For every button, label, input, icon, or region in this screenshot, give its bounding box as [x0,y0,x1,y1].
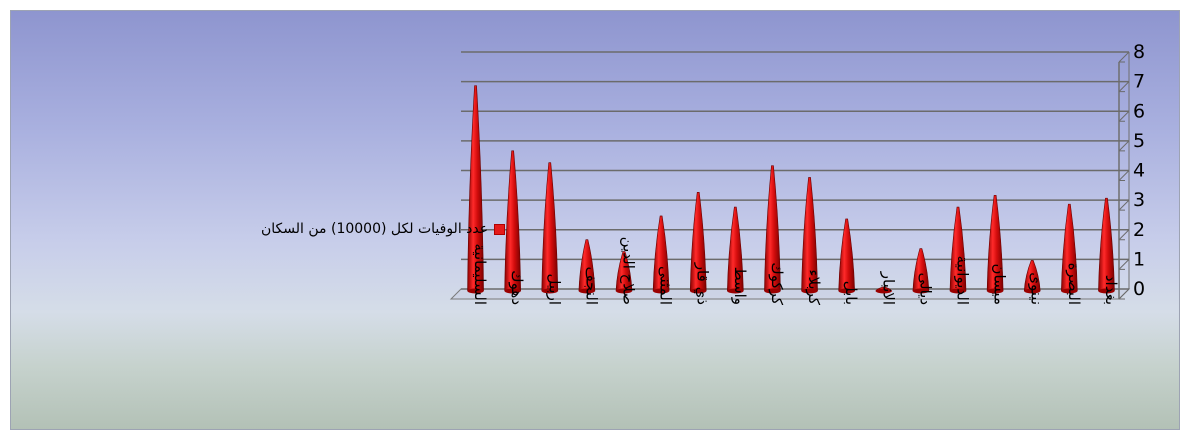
gridline-depth [1119,230,1129,240]
x-category-label: كربلاء [805,269,823,305]
x-category-label: البصرة [1065,263,1083,305]
x-category-label: واسط [731,267,749,305]
y-tick-label: 7 [1133,71,1145,93]
x-category-label: كركوك [768,262,786,306]
y-tick-label: 6 [1133,100,1145,122]
x-category-label: اربيل [545,274,563,305]
y-tick-label: 2 [1133,219,1145,241]
x-category-label: صلاح الدين [620,237,638,305]
x-category-label: نينوى [1028,272,1046,305]
y-tick-label: 5 [1133,130,1145,152]
gridline-depth [1119,141,1129,151]
y-tick-label: 8 [1133,41,1145,63]
y-tick-label: 3 [1133,189,1145,211]
x-category-label: بابل [842,281,860,305]
y-tick-label: 1 [1133,248,1145,270]
x-category-label: ميسان [991,263,1009,305]
y-tick-label: 0 [1133,278,1145,300]
chart-frame: 0 1 2 3 4 5 6 7 8 السليمانية دهوك اربيل النجف صلاح ا… [10,10,1180,430]
x-category-label: السليمانية [471,243,489,305]
data-cone [542,163,558,291]
gridline-depth [1119,111,1129,121]
x-category-label: النجف [582,267,600,305]
legend-swatch-icon [494,224,505,235]
x-category-label: بغداد [1102,275,1120,305]
x-category-label: المثنى [657,266,675,305]
gridline-depth [1119,171,1129,181]
gridlines [461,52,1129,299]
x-category-label: ذي قار [693,262,712,305]
legend: عدد الوفيات لكل (10000) من السكان [261,221,505,237]
gridline-depth [1119,259,1129,269]
x-category-label: الانبار [879,271,897,305]
cone-bar-chart: 0 1 2 3 4 5 6 7 8 السليمانية دهوك اربيل النجف صلاح ا… [11,11,1180,430]
gridline-depth [1119,82,1129,92]
legend-entry: عدد الوفيات لكل (10000) من السكان [261,221,488,237]
data-series [468,86,1115,294]
x-category-label: دهوك [508,270,526,305]
gridline-depth [1119,52,1129,62]
y-tick-label: 4 [1133,160,1145,182]
gridline-depth [1119,200,1129,210]
x-category-label: ديالى [916,273,934,306]
x-category-label: الديوانية [954,256,972,305]
